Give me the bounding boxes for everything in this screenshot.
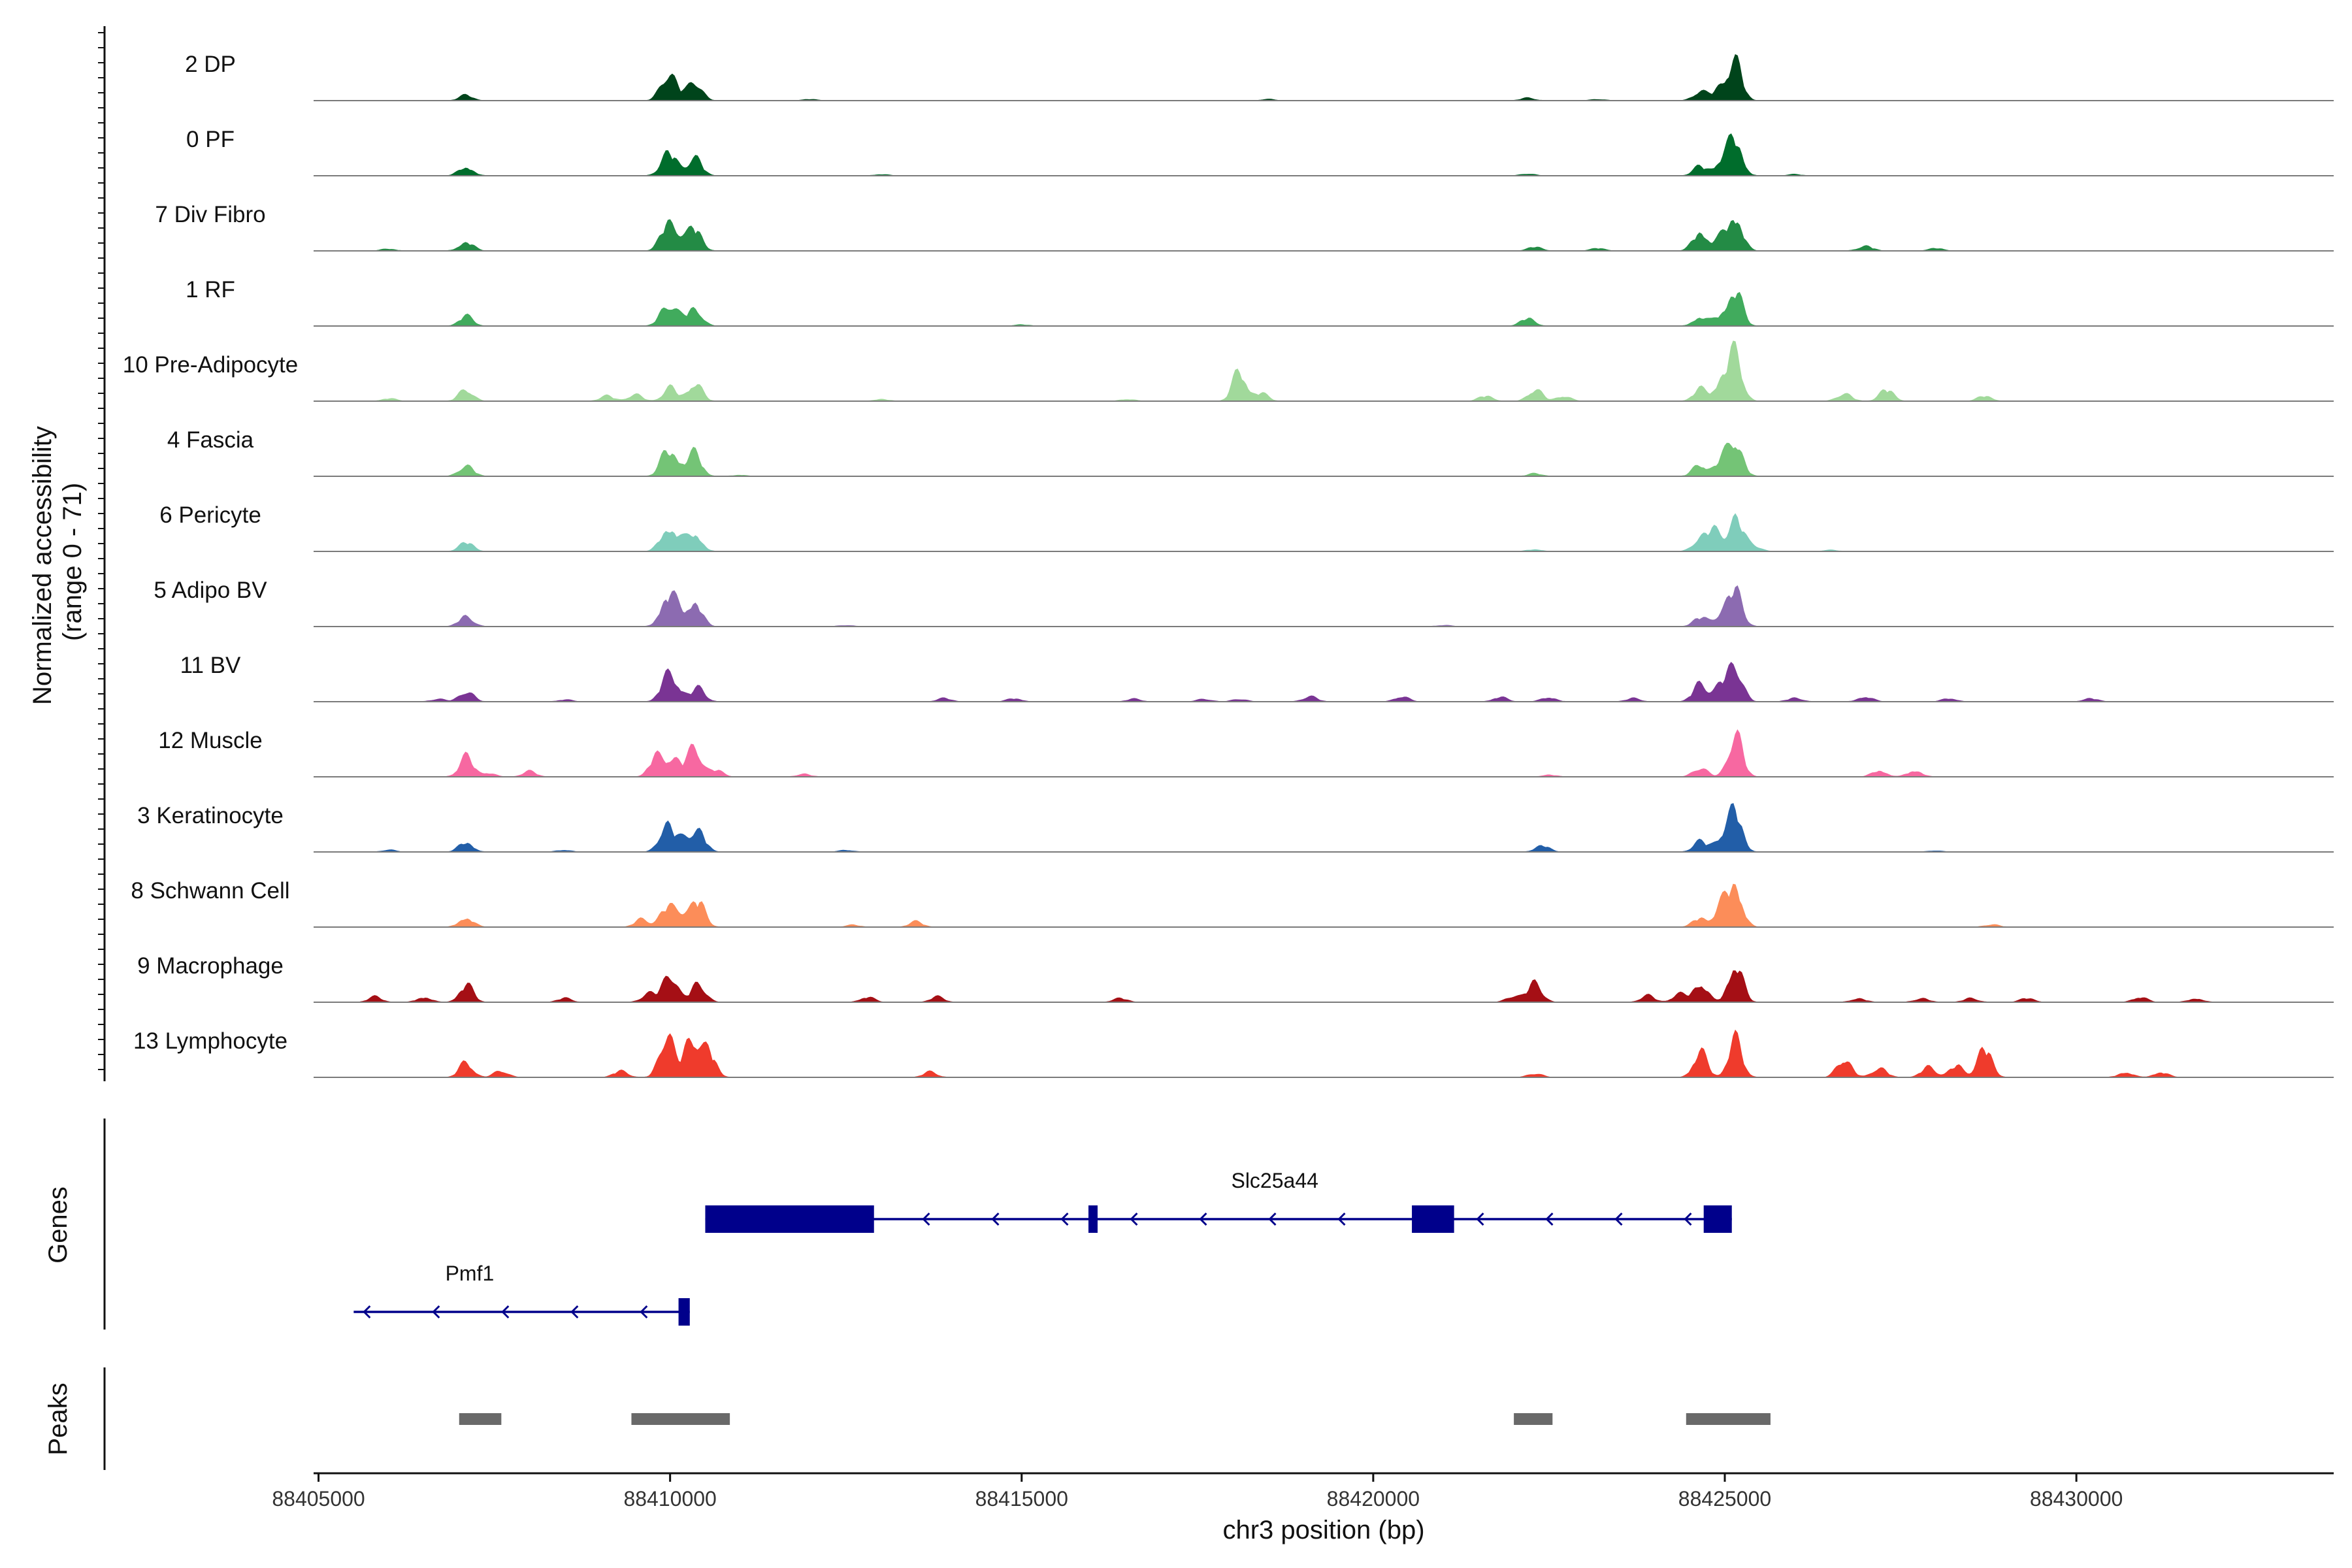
strand-chevron: [570, 1305, 579, 1319]
y-axis-title-line-1: Normalized accessibility: [28, 426, 57, 705]
x-tick-label: 88405000: [272, 1487, 365, 1511]
peak-regions: [459, 1413, 1771, 1425]
coverage-area: [314, 662, 2334, 702]
strand-chevron: [640, 1305, 648, 1319]
track-8-schwann-cell: 8 Schwann Cell: [131, 878, 2334, 928]
strand-chevron: [1060, 1212, 1069, 1226]
track-2-dp: 2 DP: [185, 52, 2334, 101]
track-label: 3 Keratinocyte: [137, 803, 284, 828]
genomic-x-axis: 88405000 88410000 88415000 88420000 88425000…: [272, 1472, 2334, 1544]
coverage-area: [314, 291, 2334, 327]
gene-models: Slc25a44 Pmf1: [353, 1169, 1732, 1326]
coverage-area: [314, 133, 2334, 176]
strand-chevron: [1199, 1212, 1207, 1226]
strand-chevron: [1268, 1212, 1277, 1226]
track-label: 10 Pre-Adipocyte: [123, 352, 298, 378]
gene-slc25a44: Slc25a44: [705, 1169, 1732, 1233]
peak-region-bar: [631, 1413, 730, 1425]
track-13-lymphocyte: 13 Lymphocyte: [133, 1028, 2334, 1078]
track-9-macrophage: 9 Macrophage: [137, 953, 2334, 1003]
x-tick-label: 88410000: [623, 1487, 716, 1511]
strand-chevron: [1130, 1212, 1138, 1226]
track-label: 12 Muscle: [158, 728, 263, 753]
track-label: 1 RF: [186, 277, 235, 302]
strand-chevron: [1337, 1212, 1346, 1226]
genes-panel-title: Genes: [44, 1186, 73, 1264]
x-axis-ticks: 88405000 88410000 88415000 88420000 88425000…: [272, 1473, 2123, 1511]
x-axis-title: chr3 position (bp): [1222, 1516, 1424, 1544]
coverage-area: [314, 54, 2334, 101]
gene-exon: [705, 1205, 874, 1233]
coverage-area: [314, 513, 2334, 552]
coverage-area: [314, 883, 2334, 928]
track-3-keratinocyte: 3 Keratinocyte: [137, 803, 2334, 853]
track-label: 7 Div Fibro: [155, 202, 265, 227]
track-1-rf: 1 RF: [186, 277, 2334, 327]
gene-pmf1: Pmf1: [353, 1262, 690, 1326]
track-label: 4 Fascia: [167, 427, 254, 453]
track-label: 11 BV: [180, 653, 241, 678]
peak-region-bar: [1686, 1413, 1771, 1425]
track-4-fascia: 4 Fascia: [167, 427, 2334, 477]
coverage-tracks: 2 DP 0 PF 7 Div Fibro 1 RF 10 Pre-Adipocyte 4…: [123, 52, 2334, 1078]
gene-exon: [1088, 1205, 1098, 1233]
coverage-area: [314, 1029, 2334, 1078]
y-axis-title-line-2: (range 0 - 71): [58, 483, 87, 641]
peaks-panel-title: Peaks: [44, 1382, 73, 1455]
y-axis-minor-ticks: [98, 32, 105, 1070]
strand-chevron: [1614, 1212, 1623, 1226]
gene-exon: [1412, 1205, 1454, 1233]
track-0-pf: 0 PF: [186, 127, 2334, 176]
strand-chevron: [922, 1212, 930, 1226]
coverage-area: [314, 219, 2334, 252]
track-label: 2 DP: [185, 52, 236, 77]
track-11-bv: 11 BV: [180, 653, 2334, 702]
track-12-muscle: 12 Muscle: [158, 728, 2334, 777]
strand-chevron: [991, 1212, 1000, 1226]
strand-chevron: [363, 1305, 371, 1319]
x-tick-label: 88425000: [1678, 1487, 1771, 1511]
coverage-area: [314, 729, 2334, 777]
track-label: 8 Schwann Cell: [131, 878, 289, 904]
strand-chevron: [1476, 1212, 1484, 1226]
coverage-area: [314, 585, 2334, 627]
track-label: 9 Macrophage: [137, 953, 284, 979]
x-tick-label: 88415000: [975, 1487, 1068, 1511]
gene-label: Slc25a44: [1231, 1169, 1318, 1192]
coverage-area: [314, 970, 2334, 1003]
track-7-div-fibro: 7 Div Fibro: [155, 202, 2334, 252]
x-tick-label: 88420000: [1327, 1487, 1420, 1511]
track-10-pre-adipocyte: 10 Pre-Adipocyte: [123, 340, 2334, 402]
peak-region-bar: [1514, 1413, 1553, 1425]
coverage-area: [314, 340, 2334, 402]
peak-region-bar: [459, 1413, 502, 1425]
gene-exon: [678, 1298, 690, 1326]
track-5-adipo-bv: 5 Adipo BV: [154, 578, 2334, 627]
x-tick-label: 88430000: [2030, 1487, 2123, 1511]
track-label: 13 Lymphocyte: [133, 1028, 287, 1054]
strand-chevron: [1684, 1212, 1692, 1226]
coverage-area: [314, 803, 2334, 853]
track-label: 0 PF: [186, 127, 235, 152]
strand-chevron: [1545, 1212, 1554, 1226]
peaks-panel: Peaks: [44, 1367, 1771, 1470]
strand-chevron: [432, 1305, 440, 1319]
accessibility-y-axis: Normalized accessibility (range 0 - 71): [28, 26, 106, 1081]
track-label: 5 Adipo BV: [154, 578, 267, 603]
coverage-area: [314, 442, 2334, 477]
genes-panel: Genes Slc25a44 Pmf1: [44, 1119, 1732, 1330]
track-label: 6 Pericyte: [159, 502, 261, 528]
gene-exon: [1703, 1205, 1732, 1233]
track-6-pericyte: 6 Pericyte: [159, 502, 2334, 552]
gene-label: Pmf1: [446, 1262, 495, 1285]
y-axis-title: Normalized accessibility (range 0 - 71): [28, 419, 87, 705]
strand-chevron: [501, 1305, 510, 1319]
